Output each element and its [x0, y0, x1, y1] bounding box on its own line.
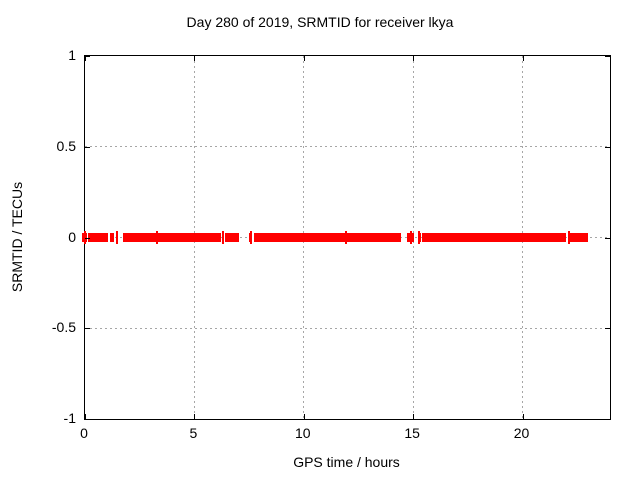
y-tick-label: 1	[68, 47, 76, 63]
y-tick-left	[85, 419, 90, 420]
data-point-marker	[115, 231, 118, 244]
data-segment	[254, 233, 402, 242]
data-segment	[87, 233, 108, 242]
x-tick-top	[85, 56, 86, 61]
data-segment	[158, 233, 221, 242]
y-tick-right	[605, 237, 610, 239]
data-point-marker	[249, 231, 252, 244]
data-point-marker	[568, 231, 571, 244]
y-tick-right	[605, 56, 610, 57]
x-tick-label: 20	[513, 425, 530, 441]
data-point-marker	[156, 231, 159, 244]
x-axis-label: GPS time / hours	[293, 454, 400, 470]
y-tick-label: 0	[68, 228, 76, 245]
chart-title: Day 280 of 2019, SRMTID for receiver lky…	[186, 14, 454, 30]
y-tick-left	[85, 146, 90, 148]
data-point-marker	[345, 231, 348, 244]
data-point-marker	[222, 231, 225, 244]
y-tick-left	[85, 237, 90, 239]
x-tick-label: 10	[294, 425, 311, 441]
y-tick-label: -1	[63, 410, 76, 426]
y-gridline	[85, 146, 610, 148]
y-tick-right	[605, 328, 610, 330]
y-tick-label: -0.5	[51, 319, 76, 336]
y-tick-left	[85, 56, 90, 57]
plot-area	[81, 55, 611, 420]
y-gridline	[85, 327, 610, 329]
x-tick-bottom	[303, 414, 305, 419]
data-point-marker	[409, 231, 412, 244]
x-tick-top	[413, 56, 415, 61]
y-tick-right	[605, 146, 610, 148]
data-segment	[568, 233, 588, 242]
y-tick-left	[85, 328, 90, 330]
y-tick-right	[605, 419, 610, 420]
y-tick-label: 0.5	[56, 137, 76, 154]
data-point-marker	[418, 231, 421, 244]
x-tick-bottom	[85, 414, 86, 419]
x-tick-label: 0	[80, 425, 88, 441]
x-tick-top	[194, 56, 196, 61]
x-tick-top	[522, 56, 524, 61]
x-tick-label: 15	[404, 425, 420, 441]
data-segment	[225, 233, 240, 242]
x-tick-bottom	[194, 414, 196, 419]
data-segment	[422, 233, 566, 242]
x-tick-bottom	[413, 414, 415, 419]
data-segment	[81, 233, 87, 242]
x-tick-bottom	[522, 414, 524, 419]
data-segment	[122, 233, 157, 242]
x-tick-label: 5	[189, 425, 198, 441]
x-tick-top	[303, 56, 305, 61]
data-segment	[109, 233, 115, 242]
